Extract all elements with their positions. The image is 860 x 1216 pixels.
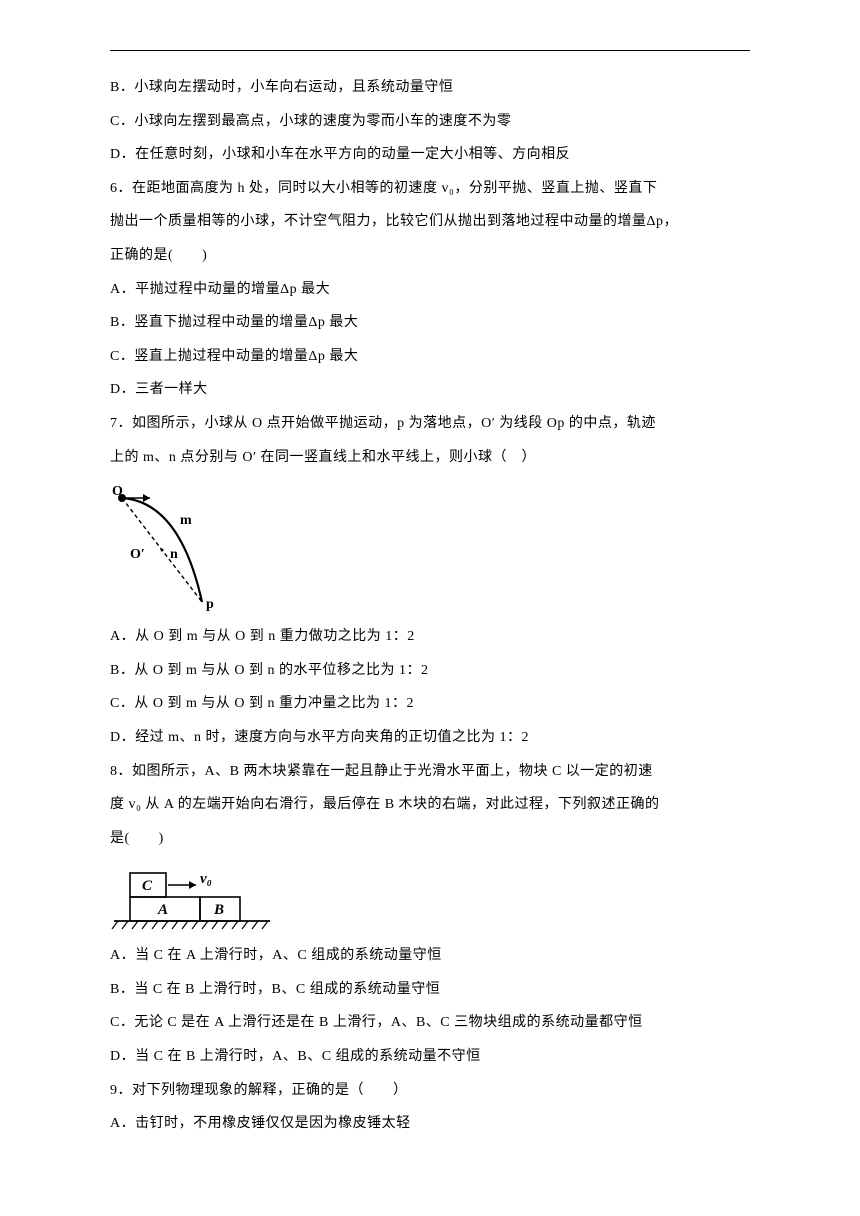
q7-figure: O m n O′ p: [110, 484, 750, 614]
q6-stem-line1: 6．在距地面高度为 h 处，同时以大小相等的初速度 v₀，分别平抛、竖直上抛、竖…: [110, 172, 750, 206]
q9-option-a: A．击钉时，不用橡皮锤仅仅是因为橡皮锤太轻: [110, 1107, 750, 1141]
q6-stem-line3: 正确的是( ): [110, 239, 750, 273]
q8-stem-line2: 度 v₀ 从 A 的左端开始向右滑行，最后停在 B 木块的右端，对此过程，下列叙…: [110, 788, 750, 822]
label-Oprime: O′: [130, 547, 145, 562]
label-v0: v₀: [200, 871, 212, 887]
q7-option-c: C．从 O 到 m 与从 O 到 n 重力冲量之比为 1：2: [110, 687, 750, 721]
label-p: p: [206, 597, 214, 612]
blocks-diagram-icon: C A B v₀: [110, 865, 280, 933]
q9-stem: 9．对下列物理现象的解释，正确的是（ ）: [110, 1074, 750, 1108]
q5-option-b: B．小球向左摆动时，小车向右运动，且系统动量守恒: [110, 71, 750, 105]
q6-stem-line2: 抛出一个质量相等的小球，不计空气阻力，比较它们从抛出到落地过程中动量的增量Δp，: [110, 205, 750, 239]
q5-option-d: D．在任意时刻，小球和小车在水平方向的动量一定大小相等、方向相反: [110, 138, 750, 172]
q5-option-c: C．小球向左摆到最高点，小球的速度为零而小车的速度不为零: [110, 105, 750, 139]
q7-option-b: B．从 O 到 m 与从 O 到 n 的水平位移之比为 1：2: [110, 654, 750, 688]
q6-option-b: B．竖直下抛过程中动量的增量Δp 最大: [110, 306, 750, 340]
q8-option-c: C．无论 C 是在 A 上滑行还是在 B 上滑行，A、B、C 三物块组成的系统动…: [110, 1006, 750, 1040]
q8-stem-line1: 8．如图所示，A、B 两木块紧靠在一起且静止于光滑水平面上，物块 C 以一定的初…: [110, 755, 750, 789]
q6-option-c: C．竖直上抛过程中动量的增量Δp 最大: [110, 340, 750, 374]
label-A: A: [157, 902, 168, 918]
projectile-diagram-icon: O m n O′ p: [110, 484, 230, 614]
q8-stem-line3: 是( ): [110, 822, 750, 856]
q8-figure: C A B v₀: [110, 865, 750, 933]
label-m: m: [180, 513, 192, 528]
q7-option-a: A．从 O 到 m 与从 O 到 n 重力做功之比为 1：2: [110, 620, 750, 654]
q6-option-a: A．平抛过程中动量的增量Δp 最大: [110, 273, 750, 307]
q8-option-a: A．当 C 在 A 上滑行时，A、C 组成的系统动量守恒: [110, 939, 750, 973]
q6-option-d: D．三者一样大: [110, 373, 750, 407]
label-n: n: [170, 547, 178, 562]
q8-option-d: D．当 C 在 B 上滑行时，A、B、C 组成的系统动量不守恒: [110, 1040, 750, 1074]
q7-stem-line1: 7．如图所示，小球从 O 点开始做平抛运动，p 为落地点，O′ 为线段 Op 的…: [110, 407, 750, 441]
page-top-rule: [110, 50, 750, 51]
q7-stem-line2: 上的 m、n 点分别与 O′ 在同一竖直线上和水平线上，则小球（ ）: [110, 441, 750, 475]
label-O: O: [112, 484, 123, 499]
label-C: C: [142, 878, 153, 894]
label-B: B: [213, 902, 224, 918]
q8-option-b: B．当 C 在 B 上滑行时，B、C 组成的系统动量守恒: [110, 973, 750, 1007]
q7-option-d: D．经过 m、n 时，速度方向与水平方向夹角的正切值之比为 1：2: [110, 721, 750, 755]
